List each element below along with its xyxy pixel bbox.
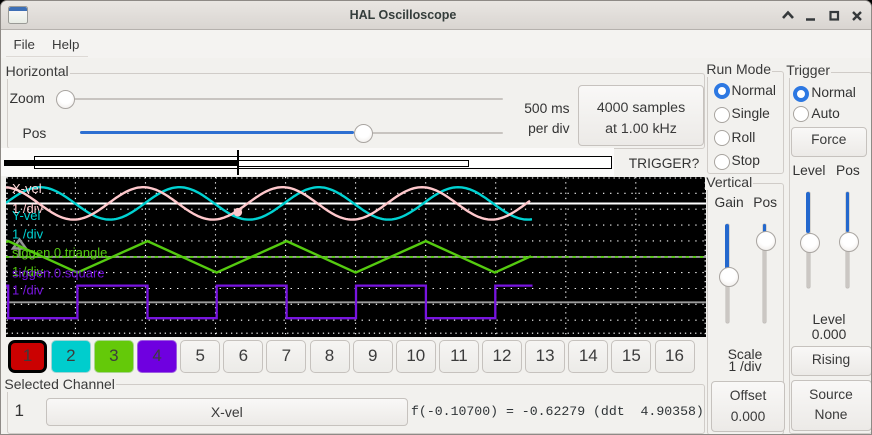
svg-text:1 /div: 1 /div	[12, 282, 44, 297]
svg-text:siggen.0.square: siggen.0.square	[12, 265, 105, 280]
svg-text:1 /div: 1 /div	[12, 264, 44, 279]
svg-text:1 /div: 1 /div	[12, 201, 44, 216]
svg-text:1 /div: 1 /div	[12, 227, 44, 242]
svg-text:X-vel: X-vel	[12, 181, 42, 196]
svg-text:siggen.0.triangle: siggen.0.triangle	[12, 245, 107, 260]
svg-text:Y-vel: Y-vel	[12, 208, 41, 223]
